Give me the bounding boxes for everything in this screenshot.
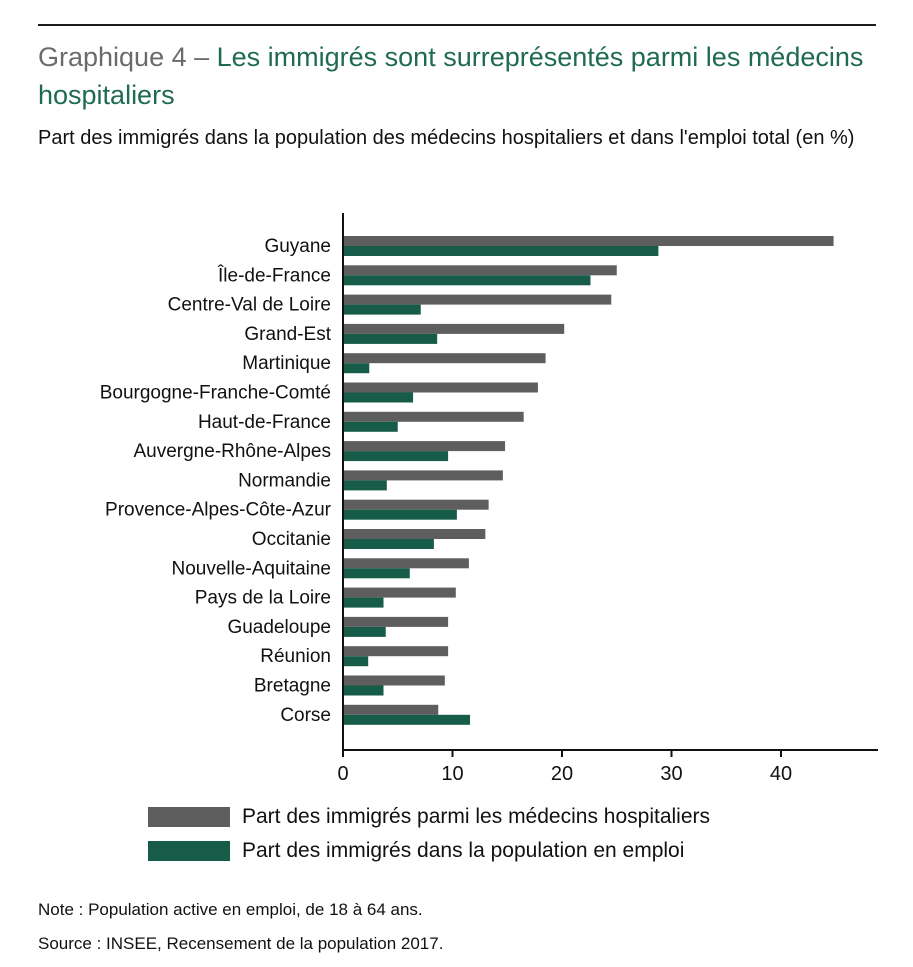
bar-employment-1 <box>343 275 591 286</box>
bar-employment-0 <box>343 246 659 256</box>
bar-doctors-6 <box>343 411 524 422</box>
bar-employment-5 <box>343 392 414 403</box>
top-rule <box>38 24 876 26</box>
category-label: Auvergne-Rhône-Alpes <box>133 441 331 462</box>
legend-label-doctors: Part des immigrés parmi les médecins hos… <box>242 805 710 828</box>
bar-doctors-14 <box>343 646 449 657</box>
source: Source : INSEE, Recensement de la popula… <box>38 934 444 953</box>
bar-employment-10 <box>343 539 434 549</box>
bar-doctors-11 <box>343 558 469 569</box>
legend-swatch-doctors <box>148 807 230 827</box>
bar-doctors-10 <box>343 529 486 539</box>
chart-subtitle: Part des immigrés dans la population des… <box>38 127 855 149</box>
bar-doctors-12 <box>343 587 456 598</box>
category-label: Île-de-France <box>217 264 331 286</box>
bar-doctors-15 <box>343 675 445 686</box>
bar-doctors-9 <box>343 499 489 510</box>
category-label: Occitanie <box>252 529 331 550</box>
bar-employment-13 <box>343 626 386 637</box>
bar-doctors-3 <box>343 323 565 334</box>
x-tick-label: 10 <box>441 763 463 785</box>
bar-employment-8 <box>343 480 387 491</box>
bar-doctors-0 <box>343 236 834 246</box>
bar-employment-9 <box>343 509 457 520</box>
bar-doctors-8 <box>343 470 503 481</box>
x-tick-label: 30 <box>660 763 682 785</box>
legend: Part des immigrés parmi les médecins hos… <box>148 800 710 868</box>
category-label: Centre-Val de Loire <box>168 295 331 316</box>
x-tick-label: 0 <box>337 763 348 785</box>
bar-employment-15 <box>343 685 384 696</box>
bar-doctors-4 <box>343 353 546 364</box>
category-label: Provence-Alpes-Côte-Azur <box>105 500 332 521</box>
bar-doctors-7 <box>343 441 506 452</box>
title-prefix: Graphique 4 – <box>38 42 217 72</box>
x-tick-label: 20 <box>551 763 573 785</box>
bar-employment-11 <box>343 568 410 579</box>
category-label: Normandie <box>238 470 331 491</box>
category-label: Bourgogne-Franche-Comté <box>100 383 331 404</box>
bar-employment-2 <box>343 304 421 315</box>
legend-swatch-employment <box>148 841 230 861</box>
bar-employment-7 <box>343 451 449 462</box>
category-label: Haut-de-France <box>198 412 331 433</box>
bar-employment-4 <box>343 363 370 374</box>
bar-doctors-13 <box>343 616 449 627</box>
category-label: Nouvelle-Aquitaine <box>172 558 332 579</box>
category-label: Grand-Est <box>244 324 331 345</box>
legend-label-employment: Part des immigrés dans la population en … <box>242 839 685 862</box>
category-label: Guadeloupe <box>227 617 331 638</box>
category-label: Corse <box>280 705 331 726</box>
bar-employment-12 <box>343 597 384 608</box>
bar-employment-16 <box>343 714 471 725</box>
x-tick-label: 40 <box>770 763 792 785</box>
bar-chart: Guyane Île-de-France Centre-Val de Loire Gr… <box>100 213 878 785</box>
category-label: Martinique <box>242 353 331 374</box>
category-label: Guyane <box>264 236 331 257</box>
bar-doctors-1 <box>343 265 617 276</box>
title-main: Les immigrés sont surreprésentés parmi l… <box>38 42 864 110</box>
bar-employment-6 <box>343 421 398 432</box>
chart-title: Graphique 4 – Les immigrés sont surrepré… <box>38 38 888 114</box>
note: Note : Population active en emploi, de 1… <box>38 900 423 919</box>
category-label: Bretagne <box>254 676 331 697</box>
bar-doctors-2 <box>343 294 612 305</box>
category-label: Réunion <box>260 646 331 667</box>
bar-employment-14 <box>343 656 369 667</box>
category-label: Pays de la Loire <box>195 588 331 609</box>
bar-doctors-5 <box>343 382 538 393</box>
legend-item-doctors: Part des immigrés parmi les médecins hos… <box>148 800 710 834</box>
bar-employment-3 <box>343 333 438 344</box>
legend-item-employment: Part des immigrés dans la population en … <box>148 834 710 868</box>
bar-doctors-16 <box>343 704 439 715</box>
